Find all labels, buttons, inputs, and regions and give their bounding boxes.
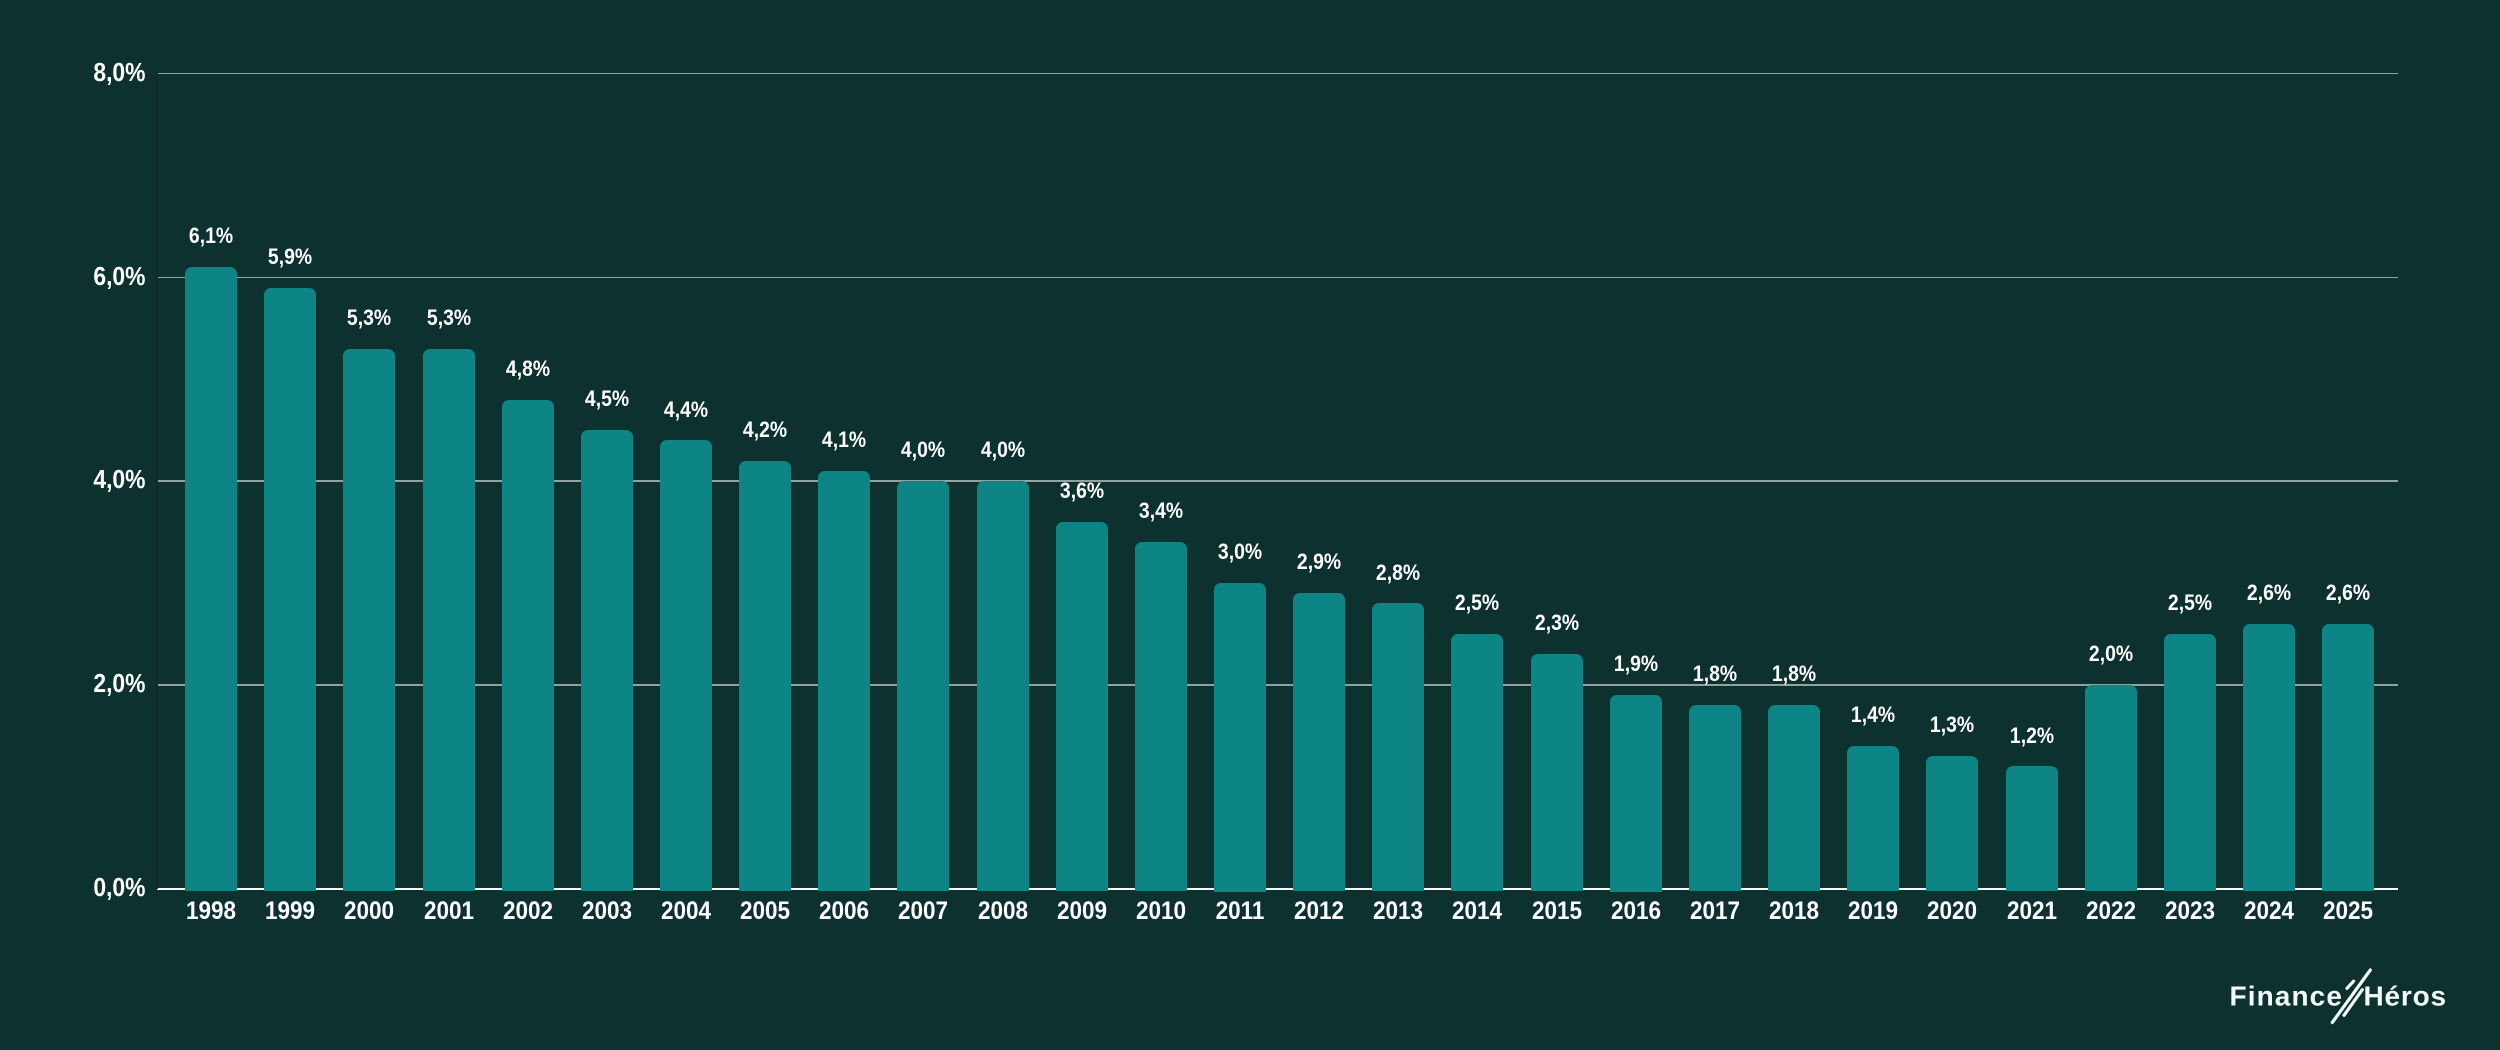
- svg-text:Héros: Héros: [2364, 981, 2447, 1012]
- svg-text:Finance: Finance: [2230, 981, 2344, 1012]
